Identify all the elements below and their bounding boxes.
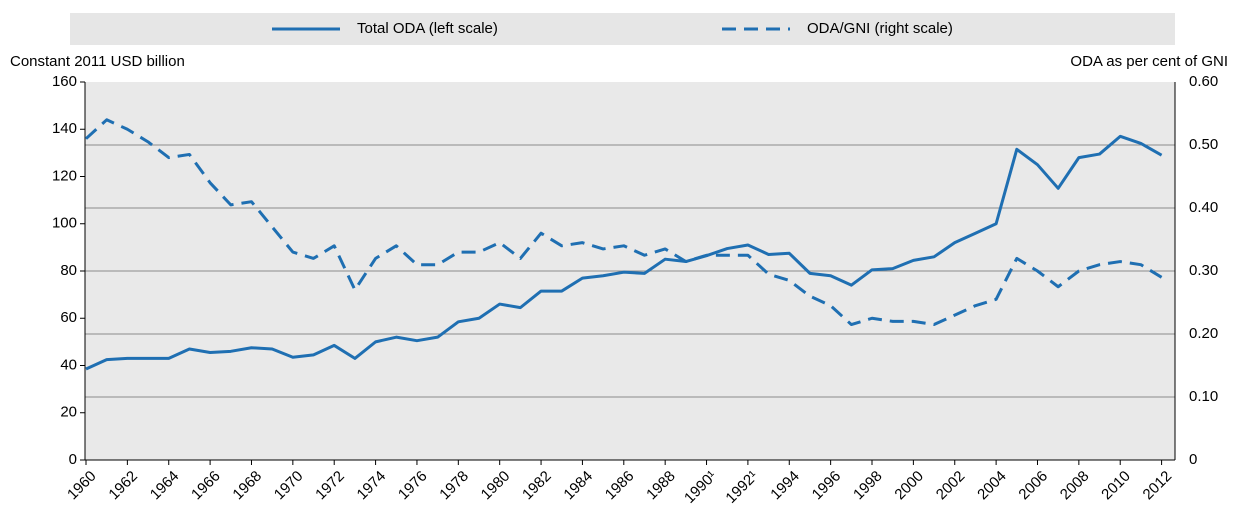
x-tick-label: 1970: [271, 468, 307, 504]
x-tick-label: 1988: [643, 468, 679, 504]
y-tick-label: 80: [60, 262, 77, 279]
x-tick-label: 1978: [436, 468, 472, 504]
y2-tick-label: 0: [1189, 451, 1197, 468]
y-tick-label: 120: [52, 167, 77, 184]
x-tick-label: 2012: [1140, 468, 1176, 504]
x-tick-label: 1986: [602, 468, 638, 504]
y-tick-label: 20: [60, 404, 77, 421]
y2-axis-label: ODA as per cent of GNI: [1070, 53, 1228, 70]
y-tick-label: 160: [52, 73, 77, 90]
x-tick-label: 2006: [1015, 468, 1051, 504]
y-tick-label: 60: [60, 309, 77, 326]
y2-tick-label: 0.10: [1189, 388, 1218, 405]
x-tick-label: 1966: [188, 468, 224, 504]
x-tick-label: 1976: [395, 468, 431, 504]
x-tick-label: 1968: [229, 468, 265, 504]
y-tick-label: 140: [52, 120, 77, 137]
x-tick-label: 1960: [64, 468, 100, 504]
x-tick-label: 2002: [933, 468, 969, 504]
x-tick-label: 1980: [478, 468, 514, 504]
x-tick-label: 2008: [1057, 468, 1093, 504]
x-tick-label: 1974: [354, 468, 390, 504]
x-tick-label: 2000: [891, 468, 927, 504]
y-tick-label: 40: [60, 356, 77, 373]
series-line: [85, 134, 1163, 371]
x-tick-label: 1982: [519, 468, 555, 504]
x-tick-label: 1984: [560, 468, 596, 504]
x-tick-label: 1996: [809, 468, 845, 504]
x-tick-label: 1998: [850, 468, 886, 504]
y2-tick-label: 0.60: [1189, 73, 1218, 90]
legend-label: ODA/GNI (right scale): [807, 20, 953, 37]
y-axis-label: Constant 2011 USD billion: [10, 53, 185, 70]
y2-tick-label: 0.40: [1189, 199, 1218, 216]
x-tick-label: 2010: [1098, 468, 1134, 504]
y2-tick-label: 0.20: [1189, 325, 1218, 342]
x-tick-label: 1972: [312, 468, 348, 504]
x-tick-label: 1964: [147, 468, 183, 504]
series-line: [84, 118, 1163, 327]
y2-tick-label: 0.50: [1189, 136, 1218, 153]
legend-background: [70, 13, 1175, 45]
legend-label: Total ODA (left scale): [357, 20, 498, 37]
x-tick-label: 1990¹: [681, 468, 720, 507]
y-tick-label: 0: [69, 451, 77, 468]
x-tick-label: 1994: [767, 468, 803, 504]
x-tick-label: 1992¹: [722, 468, 761, 507]
x-tick-label: 2004: [974, 468, 1010, 504]
x-tick-label: 1962: [105, 468, 141, 504]
y2-tick-label: 0.30: [1189, 262, 1218, 279]
y-tick-label: 100: [52, 215, 77, 232]
